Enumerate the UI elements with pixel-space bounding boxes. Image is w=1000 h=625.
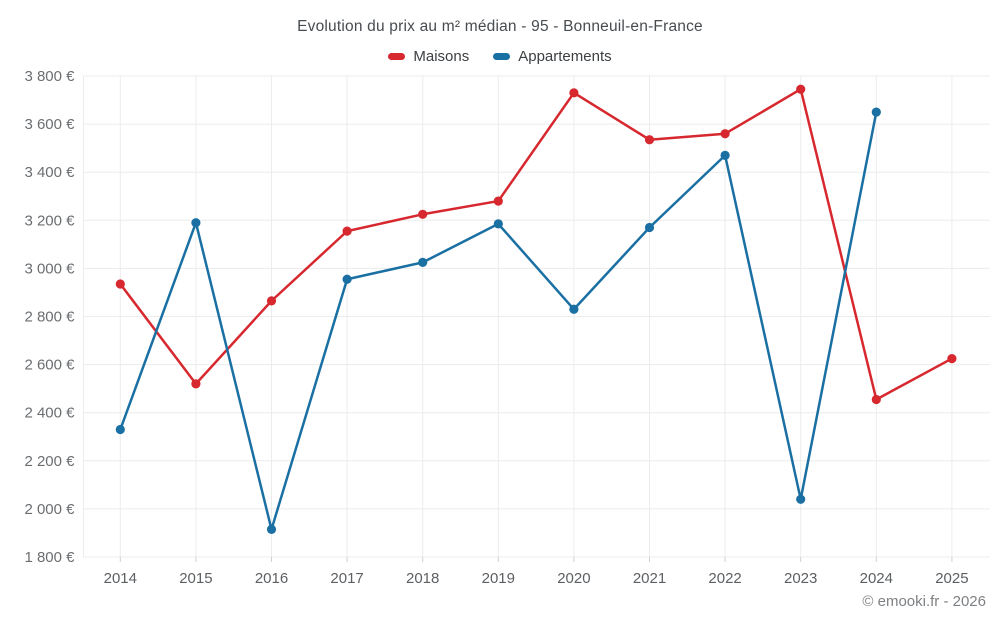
x-axis-label: 2020 bbox=[557, 570, 590, 587]
y-axis-label: 2 200 € bbox=[24, 453, 75, 470]
data-point-appartements[interactable] bbox=[493, 219, 503, 229]
copyright-text: © emooki.fr - 2026 bbox=[862, 593, 986, 610]
legend-label-maisons: Maisons bbox=[413, 47, 470, 65]
y-axis-label: 3 200 € bbox=[24, 212, 75, 229]
x-axis-label: 2014 bbox=[104, 570, 137, 587]
y-axis-label: 2 000 € bbox=[24, 501, 75, 518]
x-axis-label: 2015 bbox=[179, 570, 212, 587]
appartements-swatch-icon bbox=[493, 52, 511, 60]
data-point-maisons[interactable] bbox=[871, 394, 881, 405]
y-axis-label: 3 800 € bbox=[24, 68, 75, 85]
y-axis-label: 1 800 € bbox=[24, 549, 75, 566]
data-point-maisons[interactable] bbox=[493, 196, 503, 206]
data-point-appartements[interactable] bbox=[191, 218, 201, 228]
data-point-appartements[interactable] bbox=[796, 494, 806, 504]
x-axis-label: 2019 bbox=[482, 570, 515, 587]
data-point-appartements[interactable] bbox=[720, 150, 730, 160]
data-point-appartements[interactable] bbox=[266, 524, 277, 534]
legend-label-appartements: Appartements bbox=[518, 47, 612, 65]
data-point-appartements[interactable] bbox=[115, 424, 125, 435]
y-axis-label: 2 600 € bbox=[24, 357, 75, 374]
series-line-maisons bbox=[119, 87, 954, 401]
data-point-appartements[interactable] bbox=[418, 257, 428, 267]
data-point-maisons[interactable] bbox=[644, 135, 655, 145]
x-axis-label: 2023 bbox=[784, 570, 817, 587]
data-point-appartements[interactable] bbox=[871, 107, 881, 117]
data-point-maisons[interactable] bbox=[266, 296, 277, 306]
y-axis-label: 2 400 € bbox=[24, 405, 75, 422]
data-point-appartements[interactable] bbox=[342, 274, 352, 284]
data-point-maisons[interactable] bbox=[418, 209, 428, 219]
x-axis-label: 2021 bbox=[633, 570, 666, 587]
y-axis-label: 2 800 € bbox=[24, 309, 75, 326]
legend-item-appartements[interactable]: Appartements bbox=[493, 47, 612, 65]
chart-title: Evolution du prix au m² médian - 95 - Bo… bbox=[297, 18, 703, 35]
x-axis-label: 2017 bbox=[330, 570, 363, 587]
legend-item-maisons[interactable]: Maisons bbox=[388, 48, 469, 65]
data-point-maisons[interactable] bbox=[947, 353, 957, 364]
x-axis-label: 2016 bbox=[255, 570, 288, 587]
data-point-maisons[interactable] bbox=[569, 88, 579, 98]
chart-legend: Maisons Appartements bbox=[0, 46, 1000, 66]
data-point-maisons[interactable] bbox=[115, 279, 125, 289]
y-axis-label: 3 600 € bbox=[24, 116, 75, 133]
data-point-appartements[interactable] bbox=[569, 304, 579, 314]
data-point-maisons[interactable] bbox=[796, 84, 806, 94]
data-point-maisons[interactable] bbox=[720, 129, 730, 139]
data-point-maisons[interactable] bbox=[191, 379, 201, 389]
y-axis-label: 3 400 € bbox=[24, 164, 75, 181]
x-axis-label: 2025 bbox=[935, 570, 968, 587]
x-axis-label: 2018 bbox=[406, 570, 439, 587]
maisons-swatch-icon bbox=[388, 52, 406, 60]
y-axis-label: 3 000 € bbox=[24, 260, 75, 277]
x-axis-label: 2024 bbox=[860, 570, 893, 587]
x-axis-label: 2022 bbox=[708, 570, 741, 587]
data-point-appartements[interactable] bbox=[644, 222, 655, 233]
data-point-maisons[interactable] bbox=[342, 226, 352, 236]
